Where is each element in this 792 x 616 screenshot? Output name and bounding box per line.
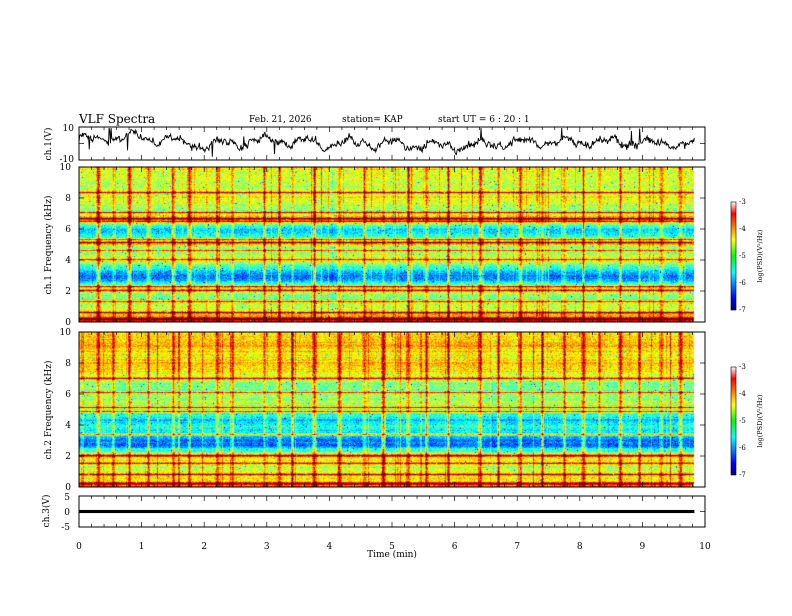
time-tick-label: 3 (264, 542, 270, 552)
ch2-colorbar-ticks: -3 -4 -5 -6 -7 (739, 363, 746, 479)
time-tick-label: 1 (139, 542, 145, 552)
ch1-ytick-label: 10 (63, 124, 75, 134)
figure-title: VLF Spectra (78, 112, 155, 126)
start-ut-label: start UT = 6 : 20 : 1 (438, 115, 530, 125)
ch3-waveform-panel: 5 0 -5 ch.3(V) (41, 493, 706, 533)
ch2-freq-tick: 6 (65, 390, 71, 400)
ch2-colorbar-tick: -7 (739, 471, 746, 479)
ch1-colorbar-tick: -3 (739, 198, 746, 206)
ch1-freq-tick: 8 (65, 194, 71, 204)
ch2-freq-tick: 2 (65, 452, 71, 462)
time-tick-label: 7 (514, 542, 520, 552)
ch2-colorbar (730, 366, 737, 476)
ch1-spectrogram-ylabel: ch.1 Frequency (kHz) (43, 196, 54, 295)
date-label: Feb. 21, 2026 (249, 115, 312, 125)
ch1-frequency-tick-labels: 0 2 4 6 8 10 (60, 163, 72, 328)
ch2-colorbar-tick: -3 (739, 363, 746, 371)
ch2-freq-tick: 10 (60, 328, 72, 338)
time-tick-label: 5 (389, 542, 395, 552)
ch3-ytick-label: 5 (64, 493, 70, 503)
ch1-freq-tick: 6 (65, 225, 71, 235)
ch1-freq-tick: 0 (65, 318, 71, 328)
ch1-spectrogram-heatmap (79, 167, 705, 322)
ch1-freq-tick: 10 (60, 163, 72, 173)
ch2-freq-tick: 4 (65, 421, 71, 431)
ch3-ytick-label: 0 (64, 508, 70, 518)
ch1-colorbar-tick: -5 (739, 252, 746, 260)
ch1-colorbar-tick: -4 (739, 225, 746, 233)
ch1-colorbar-tick: -6 (739, 279, 746, 287)
time-tick-label: 2 (201, 542, 207, 552)
ch1-spectrogram-panel: 0 2 4 6 8 10 ch.1 Frequency (kHz) -3 -4 … (43, 163, 764, 328)
ch1-waveform-panel: 10 -10 ch.1(V) (43, 124, 706, 165)
ch1-waveform-ticks (78, 127, 706, 160)
ch1-freq-tick: 2 (65, 287, 71, 297)
ch1-waveform-line (78, 127, 695, 157)
ch3-waveform-ticks (78, 496, 706, 527)
ch3-waveform-trace (79, 509, 695, 514)
ch2-colorbar-tick: -5 (739, 417, 746, 425)
ch1-colorbar-ticks: -3 -4 -5 -6 -7 (739, 198, 746, 314)
ch3-waveform-ylabel: ch.3(V) (41, 495, 52, 528)
time-tick-label: 9 (640, 542, 646, 552)
ch1-spectrogram-ticks (78, 166, 706, 323)
ch2-spectrogram-image-host (79, 332, 705, 487)
ch1-waveform-trace (78, 127, 695, 157)
ch1-freq-tick: 4 (65, 256, 71, 266)
ch2-frequency-tick-labels: 0 2 4 6 8 10 (60, 328, 72, 493)
ch1-ytick-label: -10 (60, 155, 75, 165)
ch2-spectrogram-ylabel: ch.2 Frequency (kHz) (43, 361, 54, 460)
time-tick-label: 8 (577, 542, 583, 552)
time-tick-label: 0 (76, 542, 82, 552)
ch2-spectrogram-panel: 0 2 4 6 8 10 ch.2 Frequency (kHz) -3 -4 … (43, 328, 764, 493)
ch1-colorbar-tick: -7 (739, 306, 746, 314)
ch2-spectrogram-heatmap (79, 332, 705, 487)
ch3-ytick-label: -5 (61, 523, 70, 533)
time-axis-tick-labels: 0 1 2 3 4 5 6 7 8 9 10 (76, 542, 711, 552)
ch1-colorbar (730, 201, 737, 311)
time-tick-label: 4 (327, 542, 333, 552)
station-label: station= KAP (342, 115, 403, 125)
ch2-colorbar-tick: -6 (739, 444, 746, 452)
time-tick-label: 6 (452, 542, 458, 552)
ch2-colorbar-label: log(PSD)(V²/Hz) (756, 394, 764, 447)
time-tick-label: 10 (699, 542, 711, 552)
ch1-colorbar-label: log(PSD)(V²/Hz) (756, 229, 764, 282)
ch2-freq-tick: 8 (65, 359, 71, 369)
ch2-spectrogram-ticks (78, 331, 706, 488)
ch2-freq-tick: 0 (65, 483, 71, 493)
ch1-spectrogram-image-host (79, 167, 705, 322)
time-axis-label: Time (min) (367, 549, 417, 560)
ch2-colorbar-tick: -4 (739, 390, 746, 398)
ch1-waveform-ylabel: ch.1(V) (43, 128, 54, 161)
